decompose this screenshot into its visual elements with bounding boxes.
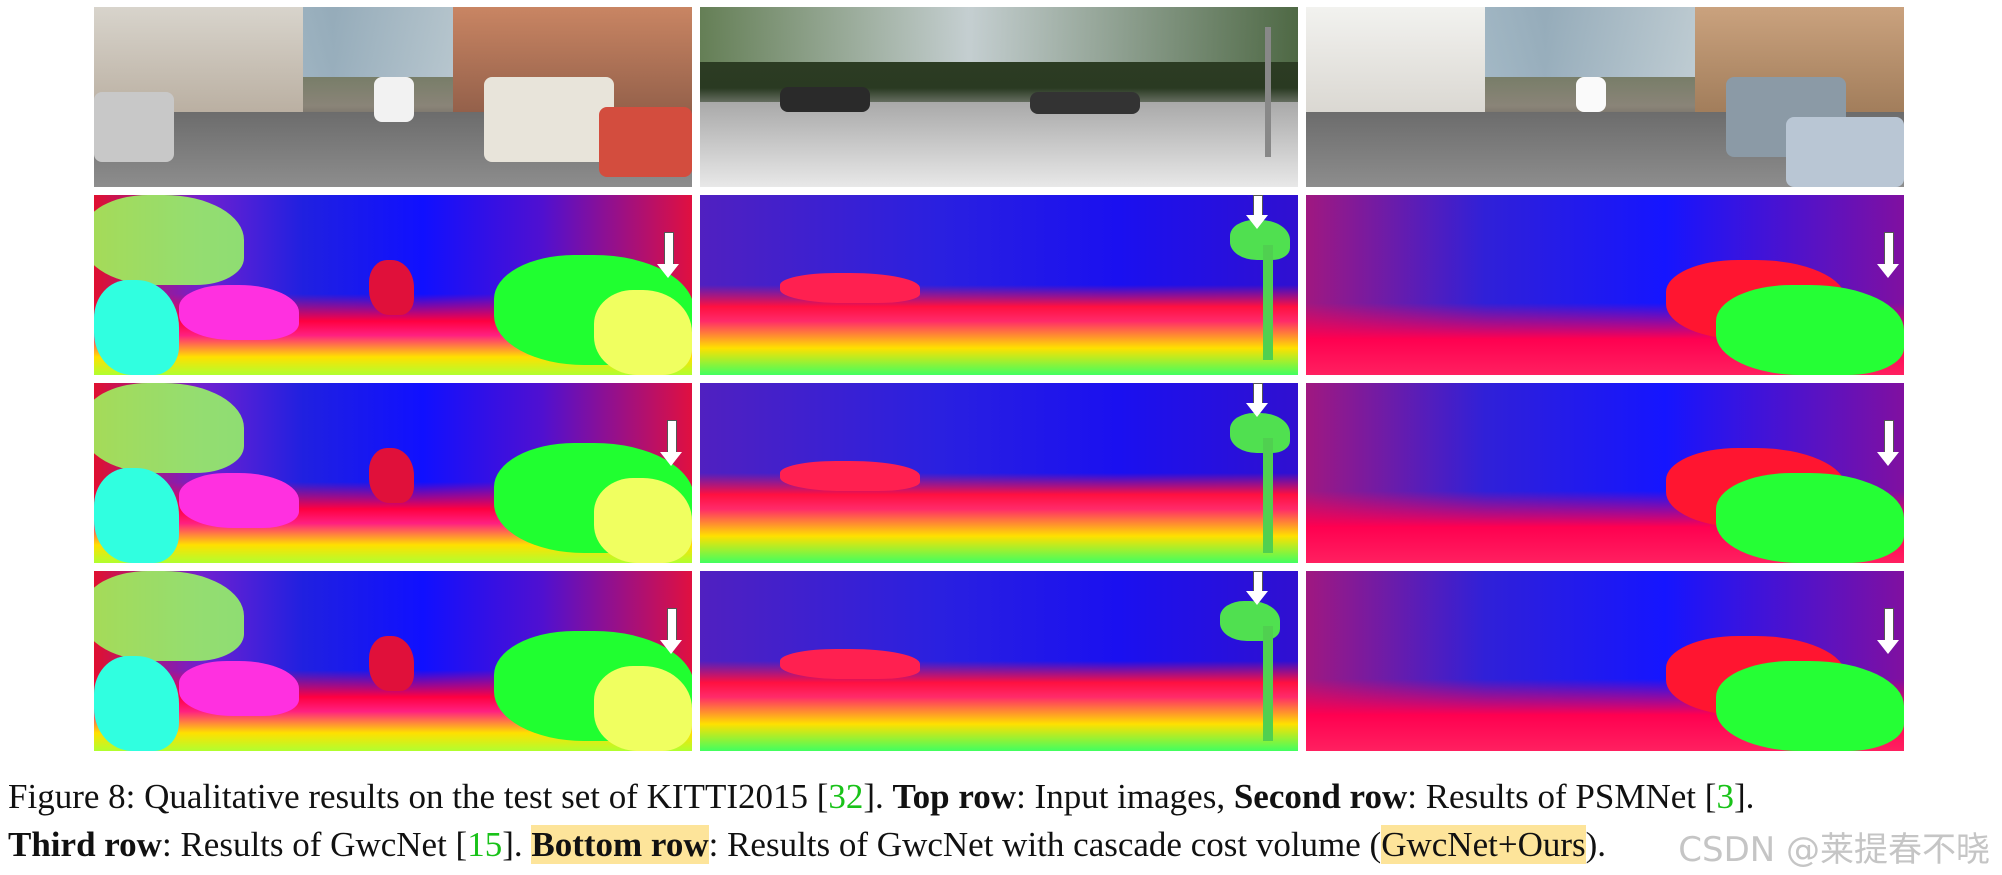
disparity-map-ours-3 bbox=[1306, 571, 1904, 751]
citation-link[interactable]: 32 bbox=[828, 777, 864, 816]
disparity-map-psmnet-1 bbox=[94, 195, 692, 375]
caption-text: : Results of PSMNet [ bbox=[1407, 777, 1717, 816]
caption-highlighted-label: Bottom row bbox=[531, 825, 709, 864]
caption-bold-label: Third row bbox=[8, 825, 162, 864]
gwcnet-ours-results-row bbox=[94, 571, 1904, 751]
caption-text: ]. bbox=[502, 825, 532, 864]
figure-caption: Figure 8: Qualitative results on the tes… bbox=[8, 773, 1998, 869]
caption-highlighted-method: GwcNet+Ours bbox=[1381, 825, 1586, 864]
disparity-map-ours-1 bbox=[94, 571, 692, 751]
caption-text: Figure 8: Qualitative results on the tes… bbox=[8, 777, 829, 816]
disparity-map-psmnet-2 bbox=[700, 195, 1298, 375]
caption-text: : Input images, bbox=[1016, 777, 1234, 816]
psmnet-results-row bbox=[94, 195, 1904, 375]
input-image-2 bbox=[700, 7, 1298, 187]
disparity-map-gwcnet-3 bbox=[1306, 383, 1904, 563]
disparity-map-ours-2 bbox=[700, 571, 1298, 751]
disparity-map-gwcnet-1 bbox=[94, 383, 692, 563]
watermark: CSDN @莱提春不晓 bbox=[1678, 830, 1990, 870]
caption-bold-label: Second row bbox=[1233, 777, 1408, 816]
caption-line-1: Figure 8: Qualitative results on the tes… bbox=[8, 773, 1998, 821]
input-images-row bbox=[94, 7, 1904, 187]
caption-text: ]. bbox=[1733, 777, 1755, 816]
disparity-map-psmnet-3 bbox=[1306, 195, 1904, 375]
input-image-1 bbox=[94, 7, 692, 187]
caption-line-2: Third row: Results of GwcNet [15]. Botto… bbox=[8, 821, 1998, 869]
disparity-map-gwcnet-2 bbox=[700, 383, 1298, 563]
caption-text: ]. bbox=[863, 777, 893, 816]
caption-bold-label: Top row bbox=[892, 777, 1017, 816]
citation-link[interactable]: 3 bbox=[1716, 777, 1734, 816]
caption-text: : Results of GwcNet [ bbox=[161, 825, 468, 864]
citation-link[interactable]: 15 bbox=[467, 825, 503, 864]
qualitative-results-figure bbox=[94, 7, 1904, 759]
input-image-3 bbox=[1306, 7, 1904, 187]
caption-text: ). bbox=[1585, 825, 1607, 864]
caption-text: : Results of GwcNet with cascade cost vo… bbox=[708, 825, 1382, 864]
gwcnet-results-row bbox=[94, 383, 1904, 563]
